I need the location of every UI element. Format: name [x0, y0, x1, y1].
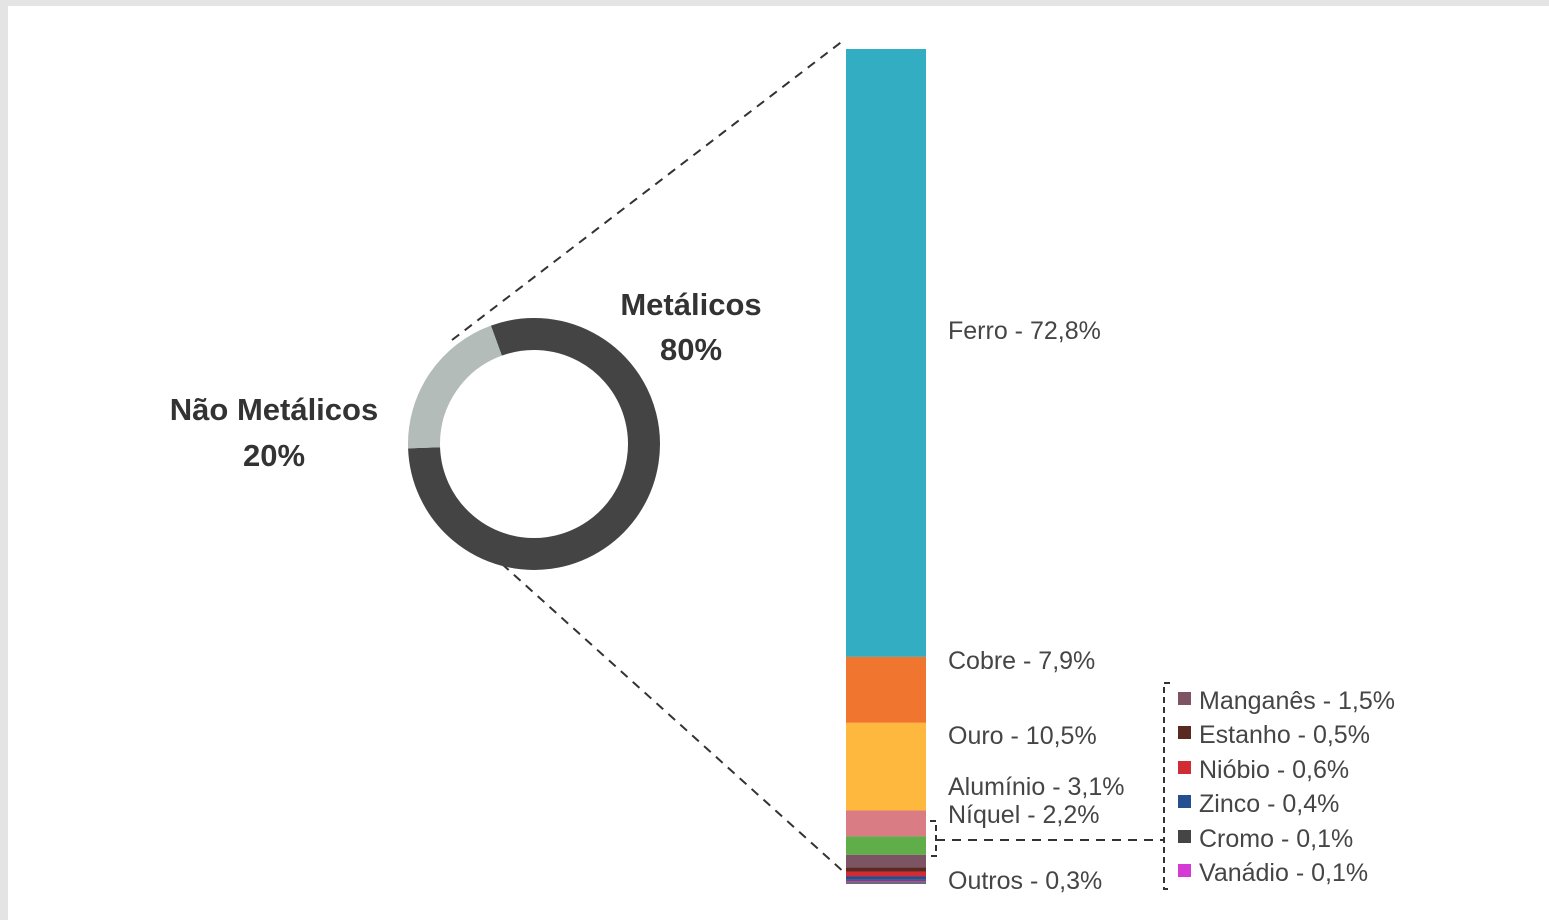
chart-frame: Metálicos 80% Não Metálicos 20% Ferro - …	[8, 6, 1549, 920]
connector-lines	[451, 39, 847, 875]
bar-segment-estanho	[846, 867, 926, 872]
bar-segment-manganes	[846, 854, 926, 868]
metalicos-label: Metálicos	[620, 287, 761, 322]
label-niquel: Níquel - 2,2%	[948, 801, 1099, 829]
bar-segment-niquel	[846, 836, 926, 855]
nao-metalicos-percent: 20%	[243, 438, 305, 473]
small-metals-bracket	[930, 682, 1170, 890]
legend-swatch-zinco	[1178, 795, 1191, 808]
bar-segment-vanadio	[846, 880, 926, 883]
donut-slice-nao-metalicos	[408, 325, 503, 449]
donut-slice-metalicos	[408, 318, 660, 570]
bar-labels: Ferro - 72,8% Cobre - 7,9% Ouro - 10,5% …	[948, 317, 1124, 895]
label-ferro: Ferro - 72,8%	[948, 317, 1101, 345]
bracket-left	[930, 820, 937, 857]
connector-top-line	[451, 39, 845, 341]
bar-segment-outros	[846, 881, 926, 885]
bracket-right	[1163, 682, 1170, 890]
bar-segment-niobio	[846, 871, 926, 877]
legend-label-cromo: Cromo - 0,1%	[1199, 825, 1353, 853]
bar-segment-cobre	[846, 656, 926, 723]
connector-bottom-line	[501, 563, 847, 875]
bar-segment-zinco	[846, 876, 926, 880]
legend-swatch-estanho	[1178, 726, 1191, 739]
label-ouro: Ouro - 10,5%	[948, 722, 1097, 750]
legend-label-manganes: Manganês - 1,5%	[1199, 687, 1395, 715]
donut-labels: Metálicos 80% Não Metálicos 20%	[170, 287, 762, 473]
metalicos-percent: 80%	[660, 332, 722, 367]
bar-segment-cromo	[846, 879, 926, 882]
legend-swatch-vanadio	[1178, 864, 1191, 877]
small-metals-legend: Manganês - 1,5% Estanho - 0,5% Nióbio - …	[1178, 687, 1395, 887]
legend-swatch-cromo	[1178, 830, 1191, 843]
bar-segment-ouro	[846, 722, 926, 811]
bar-segment-ferro	[846, 49, 926, 657]
bar-segment-aluminio	[846, 810, 926, 837]
legend-label-vanadio: Vanádio - 0,1%	[1199, 859, 1368, 887]
stacked-bar	[846, 49, 926, 885]
metals-composition-chart: Metálicos 80% Não Metálicos 20% Ferro - …	[170, 39, 1395, 895]
legend-label-estanho: Estanho - 0,5%	[1199, 721, 1370, 749]
legend-swatch-niobio	[1178, 761, 1191, 774]
legend-label-niobio: Nióbio - 0,6%	[1199, 756, 1349, 784]
legend-swatch-manganes	[1178, 692, 1191, 705]
legend-label-zinco: Zinco - 0,4%	[1199, 790, 1339, 818]
label-cobre: Cobre - 7,9%	[948, 647, 1095, 675]
label-aluminio: Alumínio - 3,1%	[948, 773, 1124, 801]
nao-metalicos-label: Não Metálicos	[170, 392, 378, 427]
donut-chart	[408, 318, 660, 570]
label-outros: Outros - 0,3%	[948, 867, 1102, 895]
